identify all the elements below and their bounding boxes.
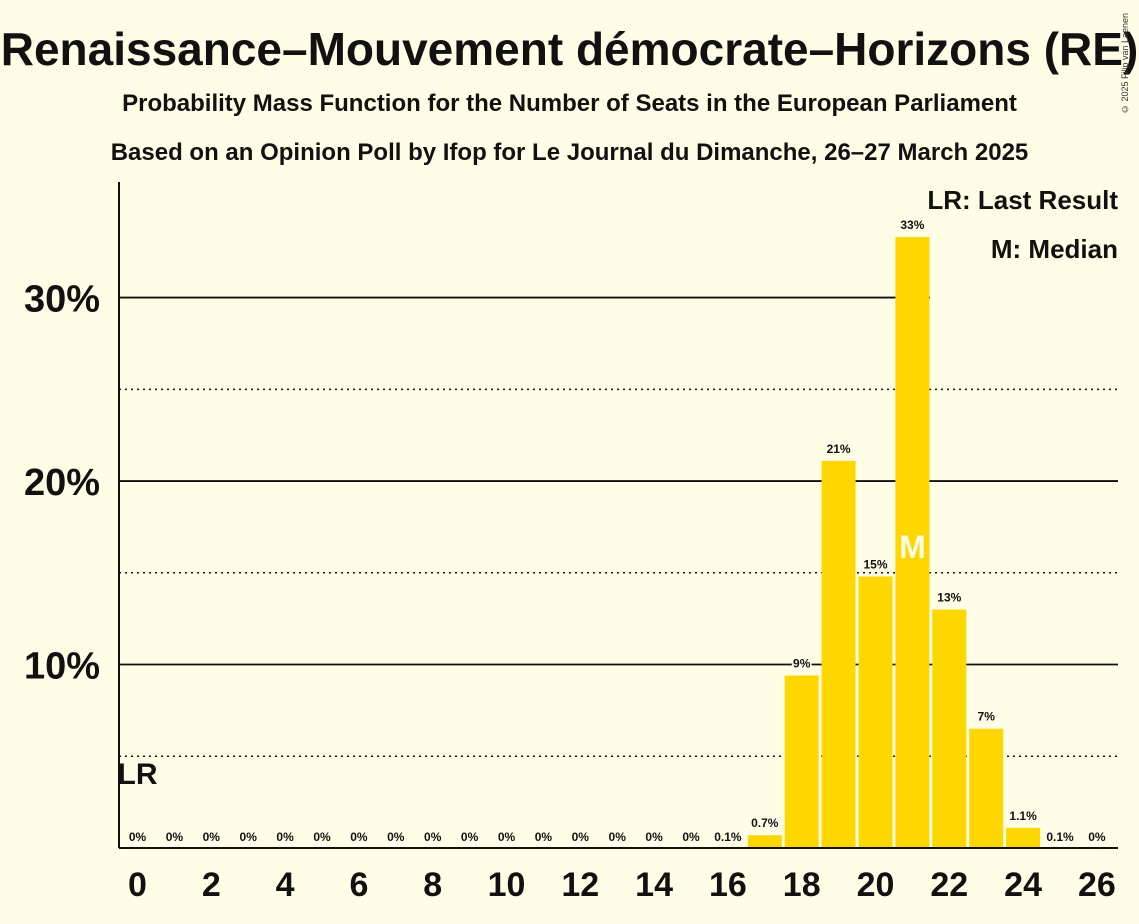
value-label: 0% <box>276 830 294 844</box>
legend-median: M: Median <box>991 234 1118 264</box>
median-marker: M <box>899 529 926 565</box>
x-tick-label: 22 <box>930 866 968 904</box>
value-label: 13% <box>937 590 961 604</box>
value-label: 7% <box>978 710 996 724</box>
value-label: 0% <box>203 830 221 844</box>
value-label: 0% <box>498 830 516 844</box>
chart-source: Based on an Opinion Poll by Ifop for Le … <box>110 139 1029 166</box>
bar-seat-18 <box>784 675 819 848</box>
x-tick-label: 10 <box>488 866 526 904</box>
value-label: 0% <box>1088 830 1106 844</box>
value-label: 0.1% <box>1046 830 1074 844</box>
x-tick-label: 18 <box>783 866 821 904</box>
value-label: 21% <box>827 442 851 456</box>
x-tick-label: 14 <box>635 866 673 904</box>
value-label: 0% <box>645 830 663 844</box>
value-label: 0.7% <box>751 816 779 830</box>
value-label: 0% <box>350 830 368 844</box>
chart-title: Renaissance–Mouvement démocrate–Horizons… <box>0 23 1139 75</box>
last-result-marker: LR <box>118 758 158 791</box>
bar-seat-22 <box>932 609 967 848</box>
value-label: 9% <box>793 657 811 671</box>
value-label: 0% <box>387 830 405 844</box>
value-label: 0% <box>609 830 627 844</box>
legend-last-result: LR: Last Result <box>927 185 1118 215</box>
value-label: 0% <box>572 830 590 844</box>
value-label: 0% <box>166 830 184 844</box>
x-tick-label: 6 <box>349 866 368 904</box>
value-label: 33% <box>900 218 924 232</box>
x-tick-label: 26 <box>1078 866 1116 904</box>
y-tick-label: 20% <box>24 462 100 504</box>
x-tick-label: 0 <box>128 866 147 904</box>
x-tick-label: 16 <box>709 866 747 904</box>
x-tick-label: 20 <box>857 866 895 904</box>
bar-seat-20 <box>858 576 893 848</box>
x-tick-label: 8 <box>423 866 442 904</box>
legend-mask <box>930 283 1118 313</box>
value-label: 0% <box>240 830 258 844</box>
bar-seat-24 <box>1006 827 1041 848</box>
value-label: 0% <box>129 830 147 844</box>
x-tick-label: 2 <box>202 866 221 904</box>
y-tick-label: 10% <box>24 646 100 688</box>
value-label: 0% <box>313 830 331 844</box>
bar-seat-19 <box>821 460 856 848</box>
x-tick-label: 24 <box>1004 866 1042 904</box>
bar-seat-17 <box>747 835 782 848</box>
value-label: 0% <box>682 830 700 844</box>
value-label: 1.1% <box>1009 809 1037 823</box>
chart-subtitle: Probability Mass Function for the Number… <box>122 90 1017 117</box>
y-tick-label: 30% <box>24 279 100 321</box>
value-label: 0.1% <box>714 830 742 844</box>
value-label: 15% <box>863 557 887 571</box>
bar-seat-21 <box>895 237 930 848</box>
x-tick-label: 12 <box>561 866 599 904</box>
value-label: 0% <box>535 830 553 844</box>
x-tick-label: 4 <box>276 866 295 904</box>
value-label: 0% <box>424 830 442 844</box>
bar-seat-23 <box>969 728 1004 848</box>
value-label: 0% <box>461 830 479 844</box>
